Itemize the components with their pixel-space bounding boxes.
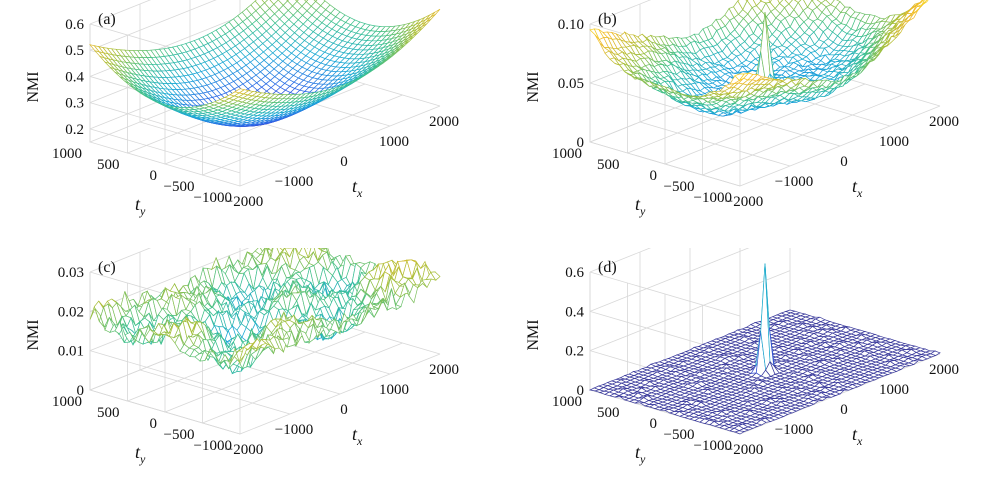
- z-grid-back-d-3: [589, 248, 652, 273]
- z-axis-label-c: NMI: [25, 319, 42, 350]
- tick-labels-a: 0.20.30.40.50.6−2000−1000010002000−1000−…: [52, 17, 459, 210]
- y-axis-label-sub-c: y: [139, 452, 146, 466]
- panel-label-a: (a): [98, 11, 116, 28]
- panel-label-b: (b): [598, 11, 617, 28]
- panel-a: 0.2 0.3 0.4 0.5 0.6 −2000 −1000 0 1000 2000 −1000−…: [0, 0, 500, 248]
- chart-d: 00.20.40.6−2000−1000010002000−1000−50005…: [525, 248, 959, 466]
- z-tick-label-b-1: 0.05: [558, 76, 584, 92]
- x-tick-label-c-1: −1000: [275, 422, 313, 438]
- z-grid-back-c-3: [89, 248, 152, 273]
- y-tick-label-a-1: −500: [164, 179, 195, 195]
- y-tick-label-c-1: −500: [164, 427, 195, 443]
- y-axis-label-b: ty: [635, 194, 646, 218]
- mesh-cell-b-271: [794, 0, 802, 3]
- x-axis-label-sub-c: x: [356, 434, 363, 448]
- x-tick-label-b-4: 2000: [929, 114, 959, 130]
- x-tick-label-a-1: −1000: [275, 174, 313, 190]
- mesh-cell-a-1379: [430, 8, 441, 18]
- y-tick-label-b-4: 1000: [552, 146, 582, 162]
- y-tick-label-a-4: 1000: [52, 146, 82, 162]
- y-tick-label-c-4: 1000: [52, 394, 82, 410]
- y-axis-label-sub-b: y: [639, 204, 646, 218]
- z-tick-label-c-1: 0.01: [58, 344, 84, 360]
- chart-a: 0.20.30.40.50.6−2000−1000010002000−1000−…: [25, 0, 459, 218]
- z-axis-label-b: NMI: [525, 71, 542, 102]
- panel-c: 0 0.01 0.02 0.03 −2000 −1000 0 1000 2000 −1000 −50…: [0, 248, 500, 496]
- z-grid-back-a-4: [89, 0, 152, 25]
- x-axis-label-c: tx: [352, 424, 363, 448]
- y-tick-label-c-2: 0: [150, 416, 158, 432]
- z-tick-label-a-3: 0.5: [65, 43, 84, 59]
- x-axis-label-sub-b: x: [856, 186, 863, 200]
- mesh-cell-b-1287: [920, 0, 924, 4]
- z-tick-label-a-4: 0.6: [65, 17, 84, 33]
- tick-labels-c: 00.010.020.03−2000−1000010002000−1000−50…: [52, 265, 459, 458]
- y-tick-label-b-0: −1000: [694, 190, 732, 206]
- z-tick-label-c-3: 0.03: [58, 265, 84, 281]
- y-tick-label-a-2: 0: [150, 168, 158, 184]
- z-tick-label-a-2: 0.4: [65, 69, 84, 85]
- panel-label-c: (c): [98, 259, 116, 276]
- z-tick-label-a-0: 0.2: [65, 122, 84, 138]
- mesh-cell-b-1378: [926, 0, 928, 1]
- y-tick-label-c-3: 500: [97, 405, 120, 421]
- x-tick-label-a-0: −2000: [225, 194, 263, 210]
- z-axis-label-a: NMI: [25, 71, 42, 102]
- x-axis-label-sub-a: x: [356, 186, 363, 200]
- x-axis-label-a: tx: [352, 176, 363, 200]
- x-tick-label-b-0: −2000: [725, 194, 763, 210]
- z-tick-label-a-1: 0.3: [65, 96, 84, 112]
- x-tick-label-b-2: 0: [840, 154, 848, 170]
- surface-a: [89, 0, 441, 127]
- x-axis-label-b: tx: [852, 176, 863, 200]
- y-axis-label-a: ty: [135, 194, 146, 218]
- surface-b: [589, 0, 929, 117]
- y-tick-label-a-3: 500: [97, 157, 120, 173]
- y-tick-label-b-3: 500: [597, 157, 620, 173]
- x-tick-label-a-4: 2000: [429, 114, 459, 130]
- surface-d: [588, 263, 941, 435]
- x-tick-label-c-3: 1000: [379, 382, 409, 398]
- panel-d: 0 0.2 0.4 0.6 −2000 −1000 0 1000 2000 −1000 −500 0 5…: [500, 248, 1000, 496]
- x-tick-label-c-4: 2000: [429, 362, 459, 378]
- z-grid-back-b-2: [589, 0, 652, 25]
- chart-c: 00.010.020.03−2000−1000010002000−1000−50…: [25, 248, 459, 466]
- y-tick-label-b-1: −500: [664, 179, 695, 195]
- z-tick-label-c-2: 0.02: [58, 304, 84, 320]
- x-tick-label-a-2: 0: [340, 154, 348, 170]
- y-axis-label-sub-a: y: [139, 204, 146, 218]
- y-tick-label-a-0: −1000: [194, 190, 232, 206]
- y-tick-label-b-2: 0: [650, 168, 658, 184]
- x-tick-label-a-3: 1000: [379, 134, 409, 150]
- chart-b: 00.050.10−2000−1000010002000−1000−500050…: [525, 0, 959, 218]
- z-tick-label-c-0: 0: [77, 383, 85, 399]
- x-tick-label-c-2: 0: [340, 402, 348, 418]
- x-tick-label-b-3: 1000: [879, 134, 909, 150]
- panel-b: 0 0.05 0.10 −2000 −1000 0 1000 2000 −1000 −500 0 50…: [500, 0, 1000, 248]
- tick-labels-b: 00.050.10−2000−1000010002000−1000−500050…: [552, 17, 959, 210]
- x-tick-label-c-0: −2000: [225, 442, 263, 458]
- y-tick-label-c-0: −1000: [194, 438, 232, 454]
- mesh-cell-c-1379: [430, 271, 441, 281]
- x-tick-label-b-1: −1000: [775, 174, 813, 190]
- z-tick-label-b-0: 0: [577, 135, 585, 151]
- y-axis-label-c: ty: [135, 442, 146, 466]
- z-tick-label-b-2: 0.10: [558, 17, 584, 33]
- surface-c: [89, 248, 441, 375]
